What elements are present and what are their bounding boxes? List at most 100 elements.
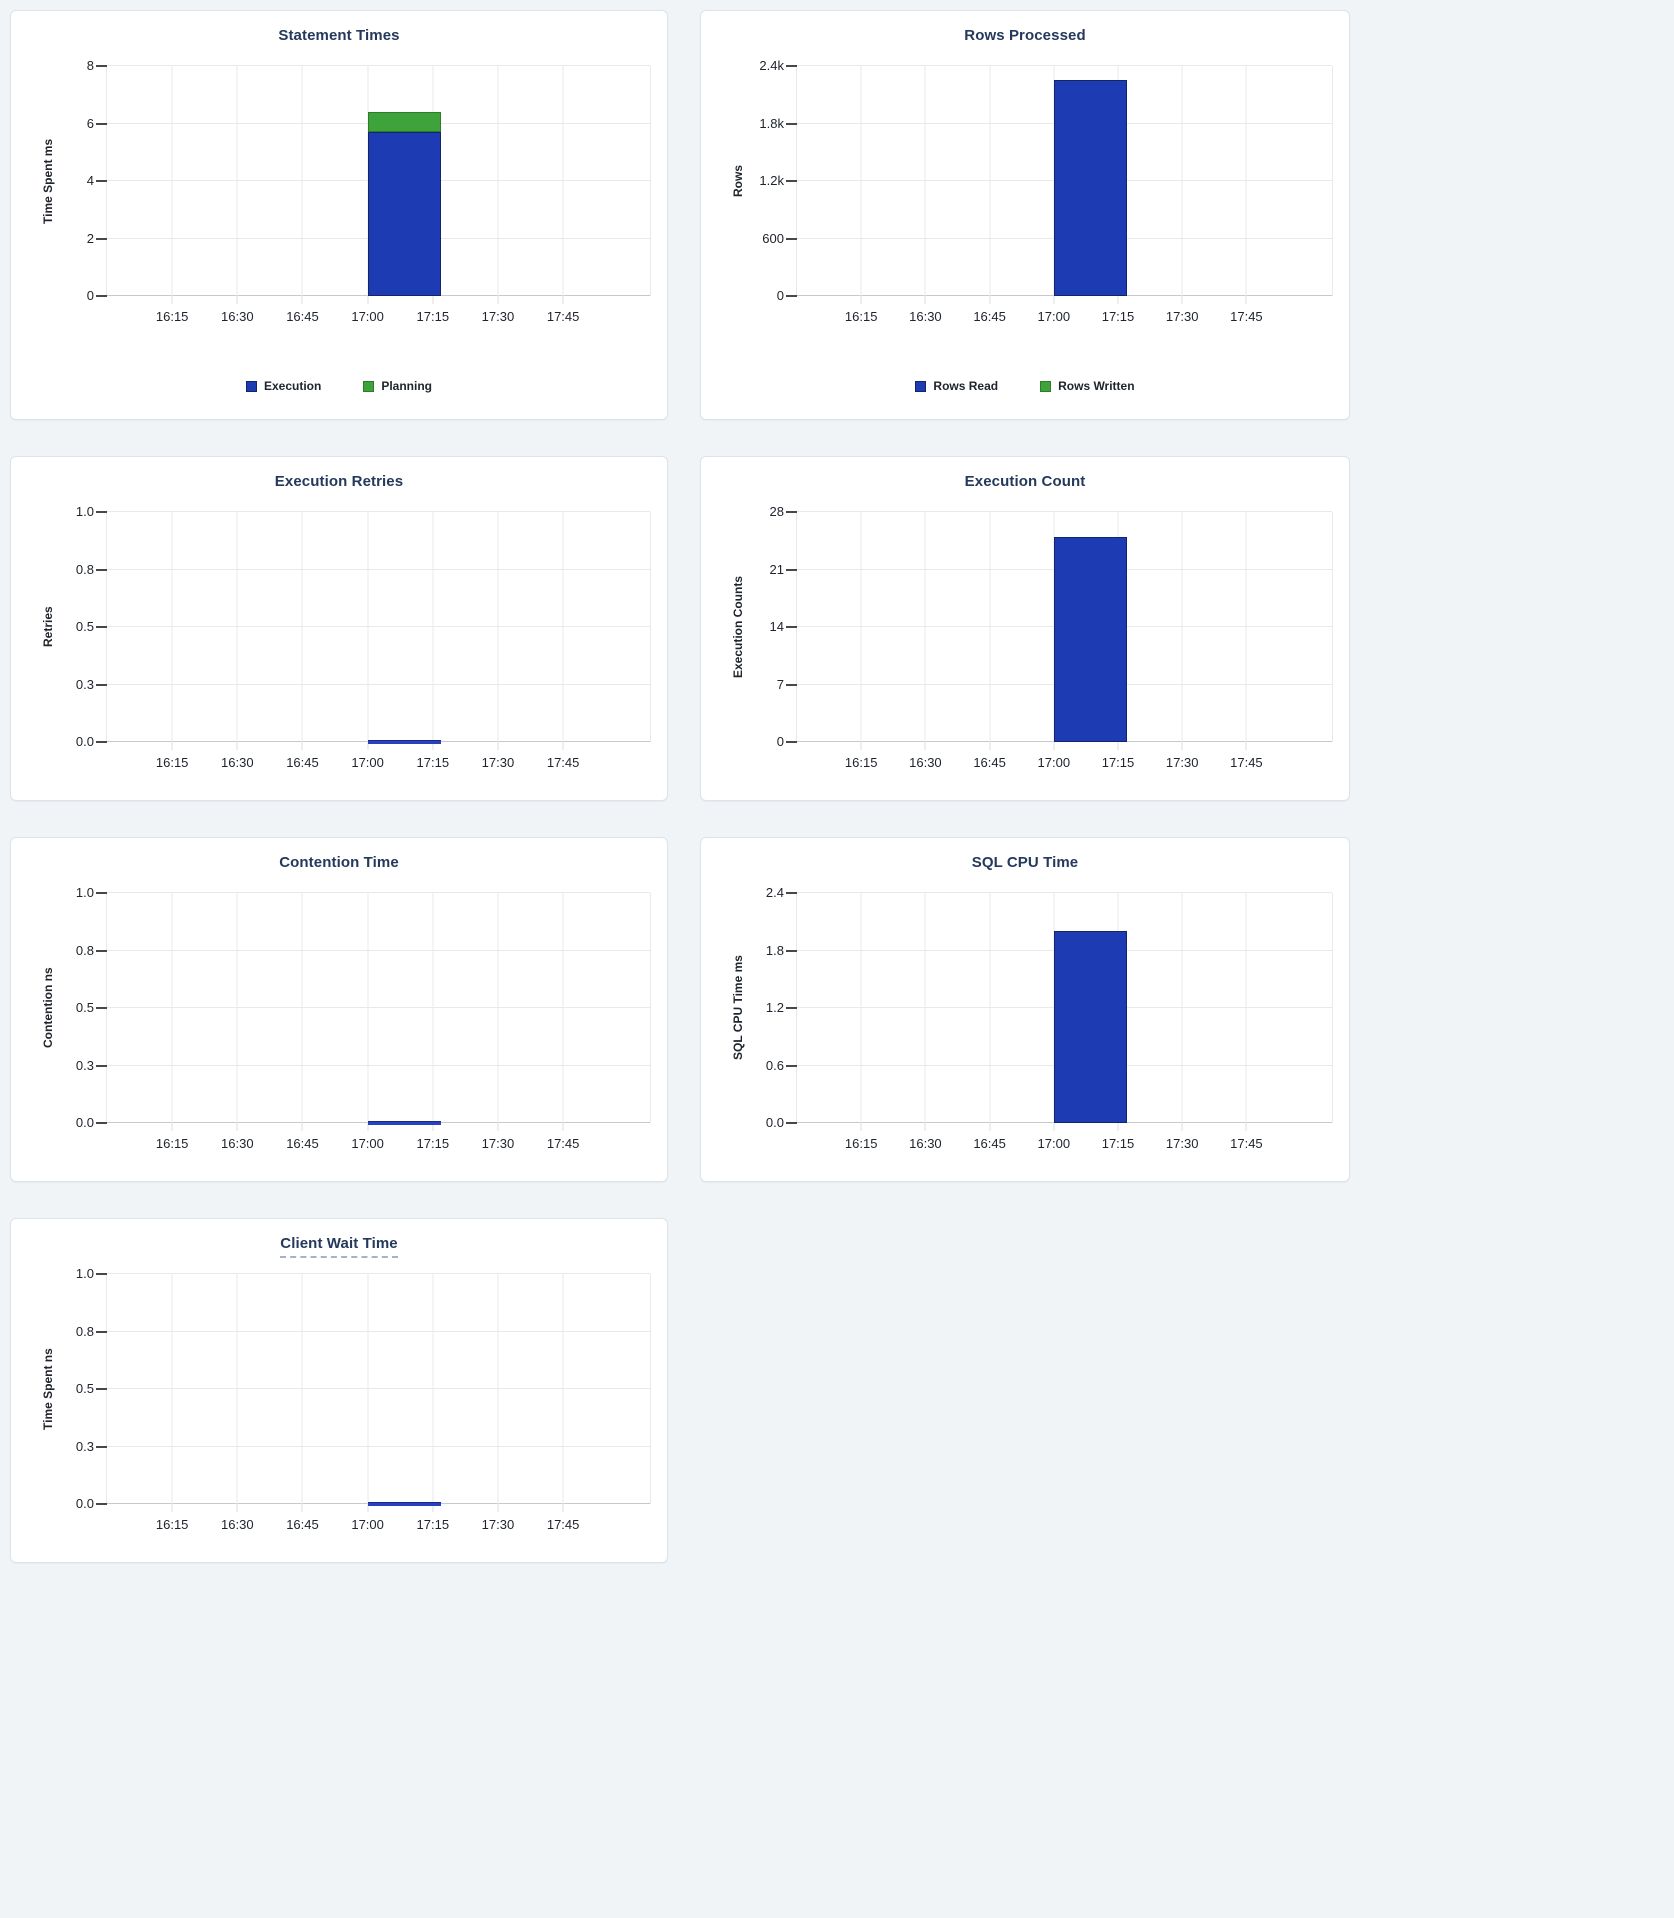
x-gridline bbox=[236, 1274, 238, 1504]
x-gridline bbox=[497, 66, 499, 296]
y-tick-mark bbox=[96, 180, 107, 182]
y-tick-mark bbox=[96, 511, 107, 513]
x-tick-label: 17:00 bbox=[351, 755, 384, 770]
zero-value-bar[interactable] bbox=[367, 1502, 442, 1506]
x-tick-mark bbox=[1245, 296, 1247, 304]
x-tick-label: 17:00 bbox=[351, 1517, 384, 1532]
legend-item: Planning bbox=[363, 379, 432, 393]
x-tick-label: 16:45 bbox=[286, 1136, 319, 1151]
chart-card-sql-cpu-time: SQL CPU Time SQL CPU Time ms 0.0 0.6 1.2 1.8… bbox=[700, 837, 1350, 1182]
x-tick-label: 16:15 bbox=[844, 309, 878, 324]
x-tick-label: 17:30 bbox=[1165, 309, 1199, 324]
bar-segment-execution-count[interactable] bbox=[1053, 536, 1127, 742]
chart-contention-time: Contention ns 0.0 0.3 0.5 0.8 1.0 16:15 16:30 16… bbox=[11, 838, 667, 1181]
y-axis-title: Time Spent ns bbox=[41, 1348, 55, 1430]
x-tick-label: 17:00 bbox=[351, 1136, 384, 1151]
x-tick-mark bbox=[171, 1504, 173, 1512]
y-tick-label: 0 bbox=[86, 288, 94, 303]
bar-segment-rows-read[interactable] bbox=[1053, 80, 1127, 296]
x-tick-mark bbox=[171, 742, 173, 750]
x-tick-mark bbox=[497, 1123, 499, 1131]
y-tick-mark bbox=[786, 122, 797, 125]
y-tick-label: 0.3 bbox=[75, 676, 94, 692]
x-tick-label: 17:15 bbox=[1101, 755, 1135, 770]
x-gridline bbox=[432, 512, 434, 742]
y-tick-mark bbox=[96, 1388, 107, 1390]
x-gridline bbox=[860, 66, 862, 296]
chart-title-text: Contention Time bbox=[279, 854, 399, 871]
x-tick-label: 17:45 bbox=[546, 1136, 580, 1151]
y-tick-mark bbox=[96, 1007, 107, 1009]
y-tick-mark bbox=[786, 511, 797, 513]
x-tick-mark bbox=[989, 742, 991, 750]
y-gridline bbox=[107, 65, 650, 66]
x-gridline bbox=[171, 893, 173, 1123]
x-tick-mark bbox=[1181, 296, 1183, 304]
y-tick-mark bbox=[786, 237, 797, 240]
y-gridline bbox=[107, 892, 650, 893]
x-gridline bbox=[562, 893, 564, 1123]
x-tick-label: 16:30 bbox=[221, 309, 254, 324]
x-gridline bbox=[301, 66, 303, 296]
x-tick-mark bbox=[497, 742, 499, 750]
y-tick-mark bbox=[786, 180, 797, 182]
y-tick-label: 4 bbox=[86, 173, 94, 188]
x-tick-mark bbox=[1181, 742, 1183, 750]
y-tick-mark bbox=[96, 1503, 107, 1505]
chart-card-client-wait-time: Client Wait Time Time Spent ns 0.0 0.3 0.5 0… bbox=[10, 1218, 668, 1563]
y-tick-label: 2.4k bbox=[759, 58, 784, 73]
plot-area: 0.0 0.3 0.5 0.8 1.0 16:15 16:30 16:45 17:00 17:15… bbox=[76, 504, 651, 770]
chart-card-execution-count: Execution Count Execution Counts 0 7 14 21 28… bbox=[700, 456, 1350, 801]
x-gridline bbox=[989, 512, 991, 742]
bar-segment-execution[interactable] bbox=[367, 132, 442, 296]
x-tick-mark bbox=[301, 1504, 303, 1512]
x-tick-label: 17:45 bbox=[1230, 309, 1263, 324]
x-tick-mark bbox=[924, 742, 926, 750]
y-tick-label: 8 bbox=[86, 58, 94, 73]
y-tick-label: 0 bbox=[776, 734, 784, 749]
x-tick-label: 16:45 bbox=[286, 755, 319, 770]
x-tick-label: 17:15 bbox=[1101, 1136, 1135, 1151]
plot-area: 0 600 1.2k 1.8k 2.4k 16:15 16:30 16:45 17:00 17:1… bbox=[759, 58, 1333, 324]
zero-value-bar[interactable] bbox=[367, 740, 442, 744]
y-tick-mark bbox=[786, 949, 797, 952]
y-tick-label: 0.8 bbox=[75, 942, 94, 958]
x-gridline bbox=[497, 1274, 499, 1504]
zero-value-bar[interactable] bbox=[367, 1121, 442, 1125]
x-gridline bbox=[301, 893, 303, 1123]
y-tick-label: 1.8k bbox=[759, 115, 784, 131]
x-gridline bbox=[497, 893, 499, 1123]
x-gridline bbox=[432, 1274, 434, 1504]
y-tick-label: 14 bbox=[769, 619, 784, 634]
legend-item: Rows Read bbox=[915, 379, 998, 393]
plot-area: 0.0 0.3 0.5 0.8 1.0 16:15 16:30 16:45 17:00 17:15… bbox=[76, 885, 651, 1151]
x-tick-mark bbox=[1053, 742, 1055, 750]
y-tick-label: 1.0 bbox=[75, 885, 94, 900]
x-gridline bbox=[301, 512, 303, 742]
x-gridline bbox=[497, 512, 499, 742]
y-tick-label: 0.5 bbox=[75, 619, 94, 634]
x-tick-label: 17:45 bbox=[546, 1517, 580, 1532]
bar-segment-sql-cpu-time[interactable] bbox=[1053, 931, 1127, 1123]
chart-client-wait-time: Time Spent ns 0.0 0.3 0.5 0.8 1.0 16:15 16:30 16… bbox=[11, 1219, 667, 1562]
y-gridline bbox=[107, 1007, 650, 1008]
x-gridline bbox=[1181, 66, 1183, 296]
x-tick-label: 17:45 bbox=[1230, 755, 1263, 770]
x-tick-mark bbox=[301, 742, 303, 750]
y-tick-mark bbox=[96, 626, 107, 628]
chart-title-text[interactable]: Client Wait Time bbox=[280, 1235, 398, 1258]
x-tick-label: 17:45 bbox=[546, 755, 580, 770]
y-tick-label: 1.0 bbox=[75, 504, 94, 519]
chart-statement-times: Time Spent ms 0 2 4 6 8 16:15 16:30 16:45 17:00 17… bbox=[11, 11, 667, 419]
x-tick-label: 16:30 bbox=[909, 1136, 942, 1151]
bar-segment-planning[interactable] bbox=[367, 112, 442, 133]
x-tick-mark bbox=[367, 296, 369, 304]
chart-sql-cpu-time: SQL CPU Time ms 0.0 0.6 1.2 1.8 2.4 16:15 16:30… bbox=[701, 838, 1349, 1181]
x-tick-label: 17:30 bbox=[481, 309, 515, 324]
chart-title: Client Wait Time bbox=[11, 1235, 667, 1258]
y-tick-label: 0.3 bbox=[75, 1057, 94, 1073]
y-tick-label: 0.6 bbox=[765, 1057, 784, 1073]
x-gridline bbox=[1181, 893, 1183, 1123]
legend: Rows Read Rows Written bbox=[701, 379, 1349, 393]
x-tick-label: 17:15 bbox=[416, 1517, 450, 1532]
